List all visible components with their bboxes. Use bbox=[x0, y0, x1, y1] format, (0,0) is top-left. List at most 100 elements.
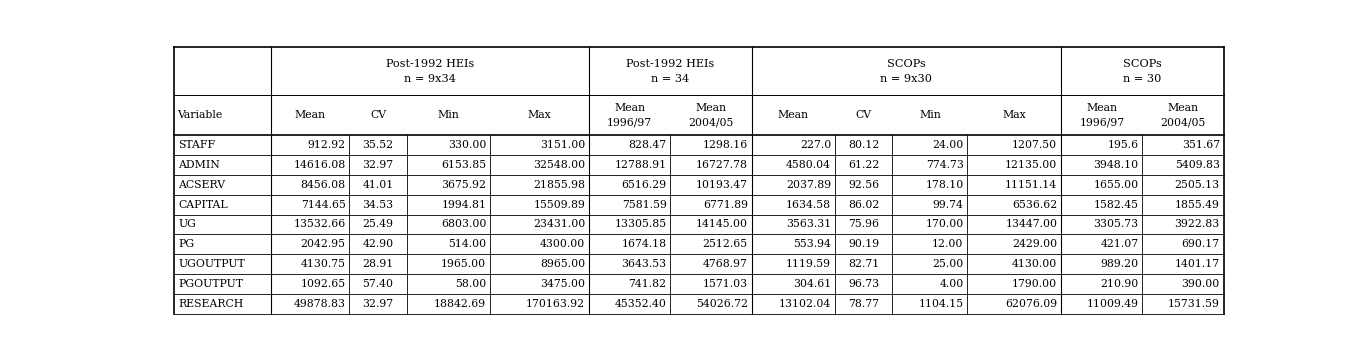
Text: 61.22: 61.22 bbox=[848, 160, 880, 170]
Text: 4.00: 4.00 bbox=[940, 279, 963, 289]
Text: 58.00: 58.00 bbox=[456, 279, 486, 289]
Text: UG: UG bbox=[179, 219, 196, 229]
Text: 1655.00: 1655.00 bbox=[1094, 180, 1139, 190]
Text: Min: Min bbox=[438, 110, 460, 120]
Text: 10193.47: 10193.47 bbox=[696, 180, 747, 190]
Text: n = 34: n = 34 bbox=[651, 74, 690, 84]
Text: SCOPs: SCOPs bbox=[1123, 58, 1162, 68]
Text: 1104.15: 1104.15 bbox=[918, 299, 963, 309]
Text: 2042.95: 2042.95 bbox=[300, 239, 345, 249]
Text: Post-1992 HEIs: Post-1992 HEIs bbox=[386, 58, 475, 68]
Text: 32548.00: 32548.00 bbox=[533, 160, 585, 170]
Text: 210.90: 210.90 bbox=[1101, 279, 1139, 289]
Text: 25.49: 25.49 bbox=[363, 219, 394, 229]
Text: UGOUTPUT: UGOUTPUT bbox=[179, 259, 246, 269]
Text: 25.00: 25.00 bbox=[932, 259, 963, 269]
Text: 4300.00: 4300.00 bbox=[540, 239, 585, 249]
Text: 3643.53: 3643.53 bbox=[622, 259, 667, 269]
Text: 178.10: 178.10 bbox=[925, 180, 963, 190]
Text: 2037.89: 2037.89 bbox=[786, 180, 831, 190]
Text: 35.52: 35.52 bbox=[363, 140, 394, 150]
Text: 1674.18: 1674.18 bbox=[622, 239, 667, 249]
Text: 6803.00: 6803.00 bbox=[441, 219, 486, 229]
Text: 4130.00: 4130.00 bbox=[1012, 259, 1057, 269]
Text: 2004/05: 2004/05 bbox=[689, 117, 734, 127]
Text: 170163.92: 170163.92 bbox=[527, 299, 585, 309]
Text: 21855.98: 21855.98 bbox=[533, 180, 585, 190]
Text: 12135.00: 12135.00 bbox=[1005, 160, 1057, 170]
Text: Post-1992 HEIs: Post-1992 HEIs bbox=[626, 58, 715, 68]
Text: 741.82: 741.82 bbox=[629, 279, 667, 289]
Text: 75.96: 75.96 bbox=[848, 219, 880, 229]
Text: 3305.73: 3305.73 bbox=[1094, 219, 1139, 229]
Text: 15731.59: 15731.59 bbox=[1168, 299, 1219, 309]
Text: 3475.00: 3475.00 bbox=[540, 279, 585, 289]
Text: 8965.00: 8965.00 bbox=[540, 259, 585, 269]
Text: 3151.00: 3151.00 bbox=[540, 140, 585, 150]
Text: CAPITAL: CAPITAL bbox=[179, 200, 228, 210]
Text: n = 9x30: n = 9x30 bbox=[881, 74, 933, 84]
Text: 34.53: 34.53 bbox=[363, 200, 394, 210]
Text: 7144.65: 7144.65 bbox=[300, 200, 345, 210]
Text: 1401.17: 1401.17 bbox=[1174, 259, 1219, 269]
Text: 514.00: 514.00 bbox=[449, 239, 486, 249]
Text: 774.73: 774.73 bbox=[926, 160, 963, 170]
Text: 99.74: 99.74 bbox=[933, 200, 963, 210]
Text: 45352.40: 45352.40 bbox=[615, 299, 667, 309]
Text: 6153.85: 6153.85 bbox=[441, 160, 486, 170]
Text: 6771.89: 6771.89 bbox=[702, 200, 747, 210]
Text: 2512.65: 2512.65 bbox=[702, 239, 747, 249]
Text: Min: Min bbox=[919, 110, 941, 120]
Text: 1996/97: 1996/97 bbox=[1079, 117, 1124, 127]
Text: Variable: Variable bbox=[177, 110, 222, 120]
Text: 24.00: 24.00 bbox=[932, 140, 963, 150]
Text: 2429.00: 2429.00 bbox=[1012, 239, 1057, 249]
Text: Mean: Mean bbox=[295, 110, 326, 120]
Text: 11009.49: 11009.49 bbox=[1087, 299, 1139, 309]
Text: 13102.04: 13102.04 bbox=[779, 299, 831, 309]
Text: 90.19: 90.19 bbox=[848, 239, 880, 249]
Text: 1790.00: 1790.00 bbox=[1012, 279, 1057, 289]
Text: 989.20: 989.20 bbox=[1101, 259, 1139, 269]
Text: 86.02: 86.02 bbox=[848, 200, 880, 210]
Text: 421.07: 421.07 bbox=[1101, 239, 1139, 249]
Text: Max: Max bbox=[1003, 110, 1026, 120]
Text: Mean: Mean bbox=[1086, 103, 1117, 113]
Text: 8456.08: 8456.08 bbox=[300, 180, 345, 190]
Text: 14145.00: 14145.00 bbox=[696, 219, 747, 229]
Text: 13447.00: 13447.00 bbox=[1005, 219, 1057, 229]
Text: 690.17: 690.17 bbox=[1181, 239, 1219, 249]
Text: 7581.59: 7581.59 bbox=[622, 200, 667, 210]
Text: 4580.04: 4580.04 bbox=[786, 160, 831, 170]
Text: 32.97: 32.97 bbox=[363, 299, 394, 309]
Text: 11151.14: 11151.14 bbox=[1005, 180, 1057, 190]
Text: 1298.16: 1298.16 bbox=[702, 140, 747, 150]
Text: 4130.75: 4130.75 bbox=[300, 259, 345, 269]
Text: 6516.29: 6516.29 bbox=[622, 180, 667, 190]
Text: 3948.10: 3948.10 bbox=[1094, 160, 1139, 170]
Text: 13305.85: 13305.85 bbox=[614, 219, 667, 229]
Text: 32.97: 32.97 bbox=[363, 160, 394, 170]
Text: PGOUTPUT: PGOUTPUT bbox=[179, 279, 243, 289]
Text: 553.94: 553.94 bbox=[794, 239, 831, 249]
Text: 3563.31: 3563.31 bbox=[786, 219, 831, 229]
Text: 390.00: 390.00 bbox=[1181, 279, 1219, 289]
Text: 1996/97: 1996/97 bbox=[607, 117, 652, 127]
Text: Mean: Mean bbox=[696, 103, 727, 113]
Text: 3675.92: 3675.92 bbox=[441, 180, 486, 190]
Text: n = 9x34: n = 9x34 bbox=[404, 74, 456, 84]
Text: 41.01: 41.01 bbox=[363, 180, 394, 190]
Text: 1855.49: 1855.49 bbox=[1174, 200, 1219, 210]
Text: 82.71: 82.71 bbox=[848, 259, 880, 269]
Text: 12788.91: 12788.91 bbox=[614, 160, 667, 170]
Text: RESEARCH: RESEARCH bbox=[179, 299, 244, 309]
Text: SCOPs: SCOPs bbox=[887, 58, 926, 68]
Text: 1965.00: 1965.00 bbox=[441, 259, 486, 269]
Text: 78.77: 78.77 bbox=[848, 299, 880, 309]
Text: STAFF: STAFF bbox=[179, 140, 216, 150]
Text: 14616.08: 14616.08 bbox=[293, 160, 345, 170]
Text: 16727.78: 16727.78 bbox=[696, 160, 747, 170]
Text: PG: PG bbox=[179, 239, 195, 249]
Text: 28.91: 28.91 bbox=[363, 259, 394, 269]
Text: 1634.58: 1634.58 bbox=[786, 200, 831, 210]
